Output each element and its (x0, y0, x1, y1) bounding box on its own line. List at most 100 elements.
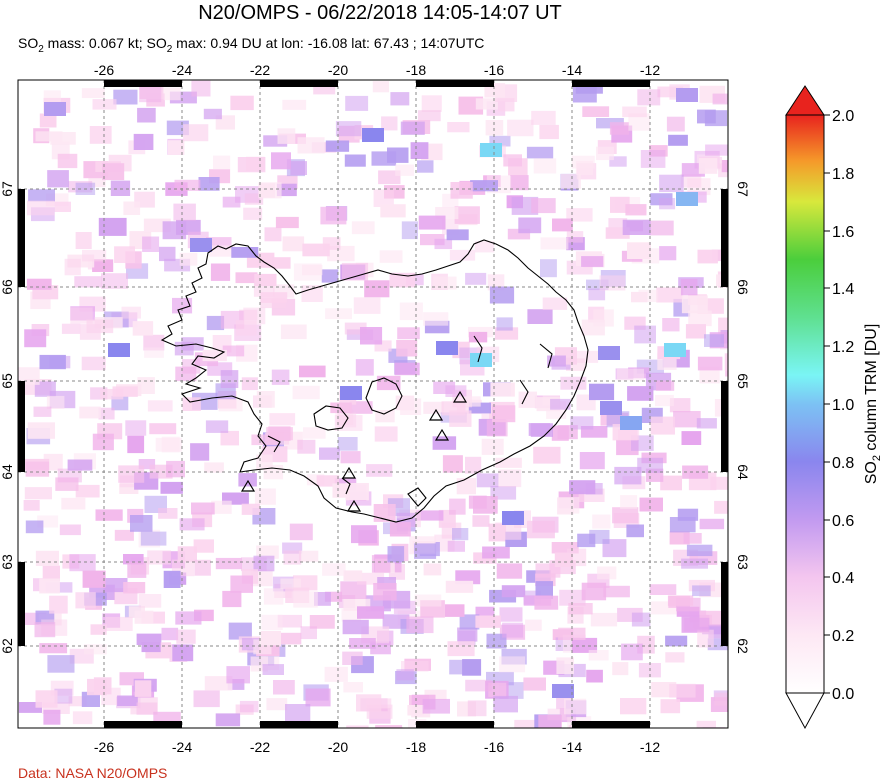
svg-text:62: 62 (735, 638, 751, 654)
so2-pixel (525, 619, 542, 631)
so2-pixel (721, 160, 728, 173)
so2-pixel (698, 158, 718, 174)
so2-pixel (273, 680, 295, 695)
so2-pixel (239, 700, 259, 713)
so2-pixel (488, 682, 507, 697)
svg-text:-12: -12 (640, 62, 660, 78)
svg-text:66: 66 (735, 279, 751, 295)
so2-pixel (589, 383, 615, 401)
so2-pixel (215, 557, 242, 570)
so2-pixel (697, 249, 718, 264)
so2-pixel (659, 174, 684, 193)
so2-pixel (90, 624, 107, 635)
graticule (18, 80, 728, 728)
so2-pixel (456, 396, 481, 407)
svg-text:-26: -26 (94, 62, 114, 78)
so2-pixel (681, 558, 708, 569)
so2-pixel (496, 563, 523, 579)
so2-pixel (550, 398, 571, 410)
so2-pixel (424, 689, 447, 700)
so2-pixel (325, 308, 352, 320)
so2-pixel (456, 478, 476, 495)
so2-pixel (571, 637, 598, 653)
so2-pixel (222, 345, 245, 357)
so2-pixel (588, 650, 609, 661)
so2-pixel (101, 273, 128, 289)
so2-pixel (289, 523, 313, 541)
so2-pixel (668, 134, 688, 146)
so2-pixel (467, 700, 487, 717)
so2-pixel (271, 369, 290, 385)
so2-pixel (603, 585, 630, 598)
so2-pixel (535, 563, 561, 578)
so2-pixel (324, 591, 343, 602)
so2-pixel (684, 617, 710, 632)
so2-pixel (387, 546, 405, 563)
so2-pixel (669, 398, 691, 413)
so2-pixel (378, 170, 401, 185)
so2-pixel (138, 459, 156, 470)
so2-pixel (465, 679, 492, 692)
so2-pixel (640, 150, 666, 168)
so2-pixel (320, 206, 347, 225)
so2-pixel (141, 642, 161, 653)
so2-pixel (660, 475, 682, 491)
so2-pixel (57, 153, 78, 169)
so2-pixel (718, 317, 728, 334)
so2-pixel (342, 651, 363, 665)
so2-pixel (662, 318, 680, 332)
so2-pixel (134, 610, 154, 624)
so2-pixel (139, 86, 162, 103)
so2-pixel (64, 258, 81, 276)
so2-pixel (527, 309, 553, 324)
colorbar-min-arrow (785, 692, 825, 730)
so2-pixel (373, 189, 394, 207)
so2-pixel (118, 465, 145, 483)
so2-pixel (710, 476, 728, 490)
svg-text:-16: -16 (484, 62, 504, 78)
so2-pixel (43, 709, 61, 725)
so2-pixel (202, 349, 227, 362)
so2-pixel (161, 436, 180, 453)
so2-pixel (346, 329, 374, 340)
so2-pixel (395, 164, 414, 176)
lat-labels-right: 67 66 65 64 63 62 (735, 181, 751, 654)
so2-pixel (457, 627, 478, 642)
so2-pixel (218, 399, 243, 412)
so2-pixel (353, 297, 381, 314)
so2-pixel (444, 604, 465, 617)
so2-pixel (569, 480, 596, 495)
so2-pixel (282, 99, 307, 110)
so2-pixel (280, 578, 301, 589)
so2-pixel (609, 122, 630, 135)
so2-pixel (340, 451, 361, 464)
so2-pixel (302, 243, 330, 257)
so2-pixel (283, 550, 302, 565)
so2-pixel (134, 680, 152, 697)
so2-pixel (210, 263, 231, 281)
so2-pixel (95, 509, 123, 521)
so2-pixel (54, 688, 73, 704)
so2-pixel-high (480, 143, 502, 157)
so2-pixel (18, 702, 42, 713)
so2-pixel (442, 455, 463, 473)
so2-pixel (356, 694, 382, 712)
so2-pixel (465, 456, 482, 474)
so2-pixel (75, 232, 92, 249)
so2-pixel (132, 321, 154, 336)
so2-pixel (527, 520, 555, 539)
so2-pixel (169, 91, 197, 104)
so2-pixel (686, 544, 713, 557)
so2-pixel (211, 500, 232, 514)
so2-pixel (676, 606, 700, 617)
so2-pixel (290, 161, 307, 175)
so2-pixel (485, 120, 504, 136)
so2-pixel (432, 436, 457, 450)
so2-pixel (24, 329, 47, 348)
so2-pixel (711, 249, 728, 262)
svg-text:65: 65 (0, 373, 15, 389)
so2-pixel-high (44, 102, 66, 116)
so2-pixel (351, 525, 377, 544)
so2-pixel (418, 215, 446, 230)
so2-pixel (420, 234, 445, 246)
